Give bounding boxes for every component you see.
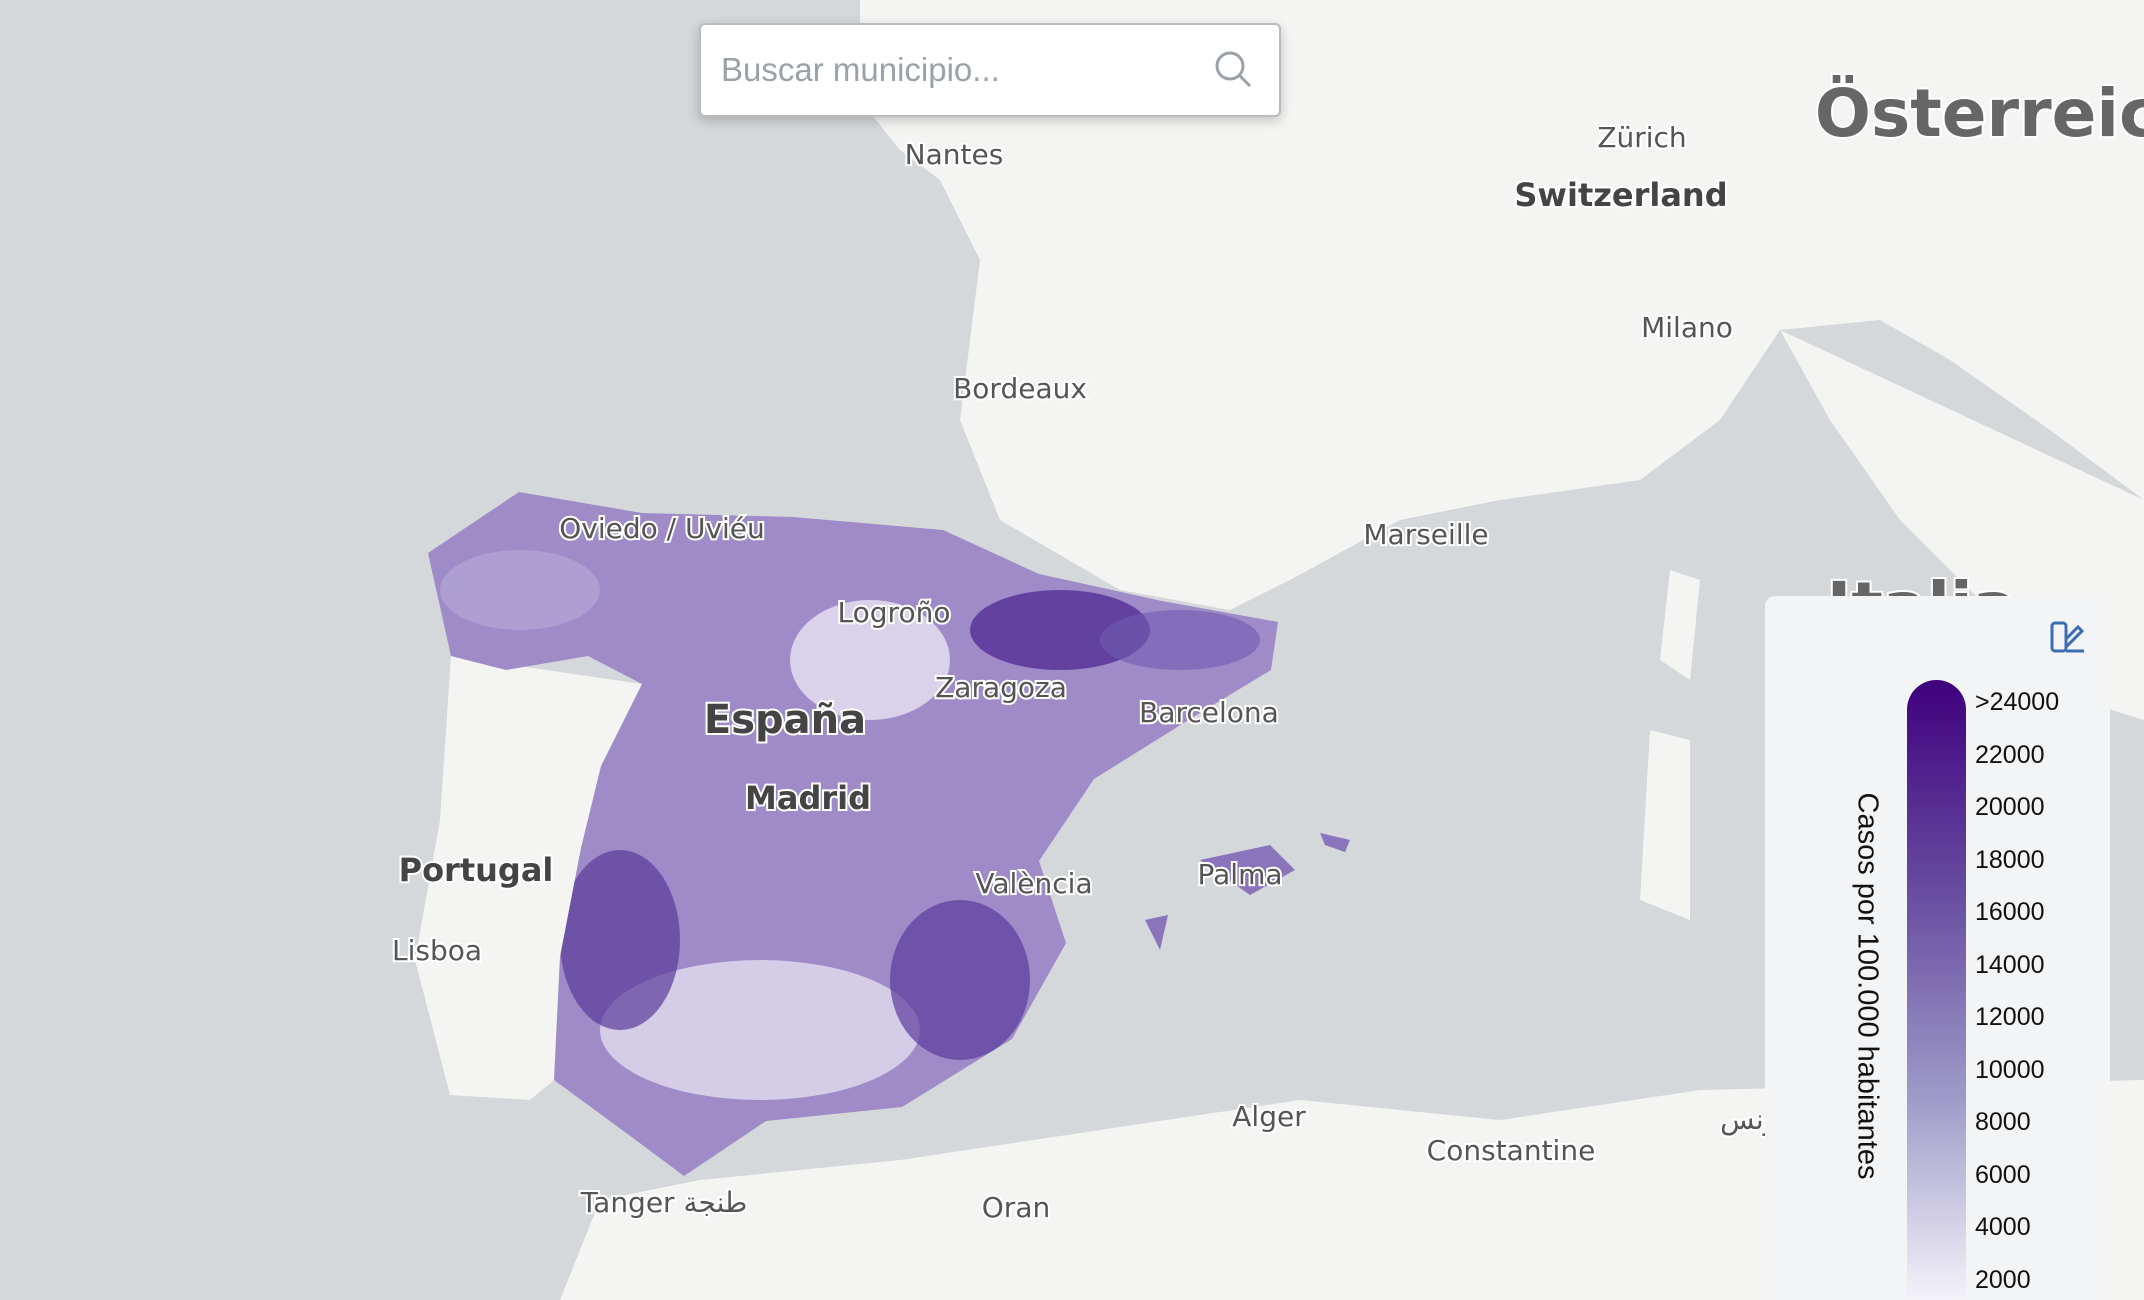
map-label: Österreich	[1815, 75, 2144, 152]
map-label: Oviedo / Uviéu	[559, 512, 765, 545]
legend-tick: 8000	[1975, 1108, 2031, 1136]
map-label: Lisboa	[392, 934, 482, 967]
legend-tick: 2000	[1975, 1265, 2031, 1294]
legend-tick: 10000	[1975, 1055, 2045, 1084]
land-europe	[860, 0, 2144, 610]
legend-tick: 20000	[1975, 793, 2045, 821]
map-label: Marseille	[1363, 518, 1488, 551]
search-placeholder: Buscar municipio...	[721, 51, 1000, 88]
legend-tick: >24000	[1975, 688, 2060, 716]
legend-tick: 4000	[1975, 1213, 2031, 1241]
legend: Casos por 100.000 habitantes >24000 22000…	[1765, 596, 2110, 1300]
map-label: Madrid	[745, 779, 871, 817]
map-label: Barcelona	[1139, 696, 1279, 729]
legend-tick: 14000	[1975, 950, 2045, 979]
legend-icon[interactable]	[2048, 617, 2088, 657]
map-label: València	[975, 867, 1092, 900]
legend-tick: 22000	[1975, 740, 2045, 769]
legend-tick: 6000	[1975, 1160, 2031, 1189]
map-label: Bordeaux	[953, 372, 1087, 405]
map-label: Constantine	[1427, 1134, 1596, 1167]
legend-tick: 16000	[1975, 898, 2045, 926]
map-label: Zaragoza	[935, 671, 1067, 704]
map-label: Oran	[982, 1191, 1050, 1224]
map-label: Switzerland	[1514, 176, 1727, 214]
map-label: Alger	[1232, 1100, 1306, 1133]
balearics	[1145, 833, 1350, 950]
legend-tick: 12000	[1975, 1003, 2045, 1031]
map-label: Portugal	[399, 851, 554, 889]
land-iberia	[415, 656, 642, 1100]
map-label: Zürich	[1597, 121, 1686, 154]
legend-tick: 18000	[1975, 845, 2045, 874]
map-label: España	[704, 697, 866, 743]
land-islands	[1640, 570, 1700, 920]
map-label: Logroño	[838, 596, 951, 629]
search-box[interactable]: Buscar municipio...	[699, 23, 1281, 117]
spain-shading	[440, 550, 1260, 1100]
map-label: Palma	[1198, 858, 1283, 891]
map-label: Milano	[1641, 311, 1733, 344]
map-label: Nantes	[905, 138, 1004, 171]
land-africa	[560, 1080, 2144, 1300]
search-icon[interactable]	[1213, 49, 1253, 89]
color-scale	[1907, 680, 1966, 1300]
legend-title: Casos por 100.000 habitantes	[1851, 792, 1884, 1180]
map-label: Tanger طنجة	[580, 1186, 748, 1219]
